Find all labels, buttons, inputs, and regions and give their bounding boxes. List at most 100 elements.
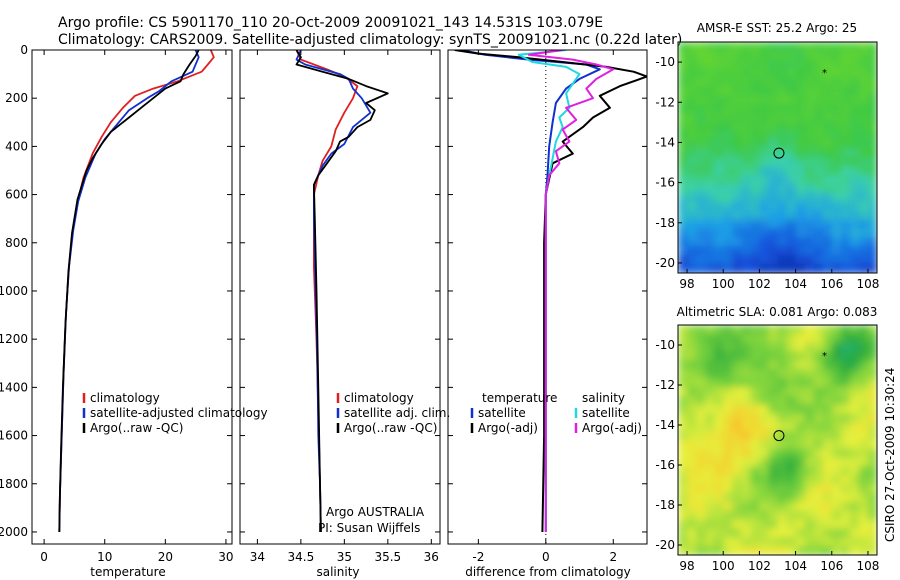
sst-ytick-label-4: -18 [655, 216, 675, 230]
sst-xtick-label-2: 102 [748, 277, 771, 291]
sst-cell [714, 59, 724, 70]
sst-cell [840, 95, 851, 105]
sla-cell [768, 475, 779, 485]
sst-cell [750, 113, 761, 123]
sst-cell [868, 113, 877, 123]
sst-cell [759, 130, 770, 141]
sst-cell [714, 95, 724, 105]
sst-cell [750, 237, 761, 248]
sla-cell [840, 519, 851, 530]
sla-cell [786, 431, 797, 441]
sla-cell [786, 501, 797, 512]
sst-cell [795, 139, 806, 150]
sla-cell [831, 351, 842, 362]
sla-cell [795, 537, 806, 547]
sst-cell [786, 201, 797, 212]
sst-cell [795, 210, 806, 221]
sla-cell [723, 431, 733, 441]
sst-cell [723, 157, 733, 168]
temperature-ytick-label-8: 1600 [0, 429, 28, 443]
sla-cell [759, 501, 770, 512]
sst-cell [768, 255, 779, 265]
sst-cell [868, 148, 877, 159]
sla-cell [759, 333, 770, 344]
sla-cell [795, 404, 806, 415]
sst-cell [840, 113, 851, 123]
sst-cell [741, 255, 752, 265]
sla-cell [868, 378, 877, 388]
sst-cell [804, 50, 815, 61]
sst-cell [777, 264, 788, 273]
sla-cell [840, 422, 851, 432]
sla-cell [741, 404, 752, 415]
sst-cell [714, 237, 724, 248]
sst-cell [741, 219, 752, 230]
sst-cell [714, 201, 724, 212]
difference-panel: -2 0 2 difference from climatology tempera… [447, 49, 648, 579]
sla-cell [723, 510, 733, 521]
sst-cell [714, 210, 724, 221]
sla-cell [750, 528, 761, 539]
sst-cell [759, 50, 770, 61]
sla-cell [759, 448, 770, 459]
sst-cell [687, 246, 697, 256]
sst-cell [813, 59, 824, 70]
sla-cell [696, 537, 706, 547]
sla-cell [723, 537, 733, 547]
sla-cell [831, 404, 842, 415]
sla-cell [696, 369, 706, 379]
sla-map-title: Altimetric SLA: 0.081 Argo: 0.083 [677, 305, 878, 319]
sst-cell [750, 255, 761, 265]
sla-cell [741, 537, 752, 547]
sla-cell [804, 351, 815, 362]
sst-cell [732, 139, 743, 150]
sst-cell [696, 246, 706, 256]
sst-cell [858, 201, 869, 212]
sla-cell [804, 510, 815, 521]
sla-cell [795, 466, 806, 477]
sst-cell [813, 237, 824, 248]
sla-cell [759, 484, 770, 494]
sst-cell [705, 59, 715, 70]
sst-cell [750, 59, 761, 70]
sla-cell [741, 484, 752, 494]
sst-cell [858, 193, 869, 203]
sla-cell [858, 537, 869, 547]
sst-cell [804, 237, 815, 248]
sst-cell [714, 193, 724, 203]
sst-cell [759, 59, 770, 70]
sla-cell [786, 466, 797, 477]
sla-ytick-label-1: -12 [655, 378, 675, 392]
sla-cell [696, 378, 706, 388]
sla-cell [858, 510, 869, 521]
sst-cell [849, 104, 860, 114]
sla-cell [696, 519, 706, 530]
sst-cell [759, 210, 770, 221]
sst-cell [858, 184, 869, 194]
sst-cell [741, 237, 752, 248]
sst-cell [795, 104, 806, 114]
sst-cell [831, 264, 842, 273]
sst-cell [723, 148, 733, 159]
sla-cell [741, 413, 752, 424]
sst-cell [786, 77, 797, 88]
sst-cell [705, 68, 715, 79]
sla-cell [759, 475, 770, 485]
sst-cell [849, 210, 860, 221]
sst-cell [858, 255, 869, 265]
temperature-xtick-label-3: 30 [218, 550, 233, 564]
sla-cell [858, 493, 869, 503]
sla-cell [822, 537, 833, 547]
sst-cell [741, 68, 752, 79]
temperature-legend-label-0: climatology [90, 391, 160, 405]
sst-cell [687, 86, 697, 97]
sla-cell [777, 325, 788, 335]
sla-cell [678, 333, 688, 344]
sst-cell [786, 42, 797, 52]
sst-cell [750, 95, 761, 105]
sla-cell [741, 378, 752, 388]
sst-cell [795, 130, 806, 141]
difference-legend-heading-0: temperature [482, 391, 557, 405]
sla-cell [813, 386, 824, 397]
sst-cell [868, 193, 877, 203]
